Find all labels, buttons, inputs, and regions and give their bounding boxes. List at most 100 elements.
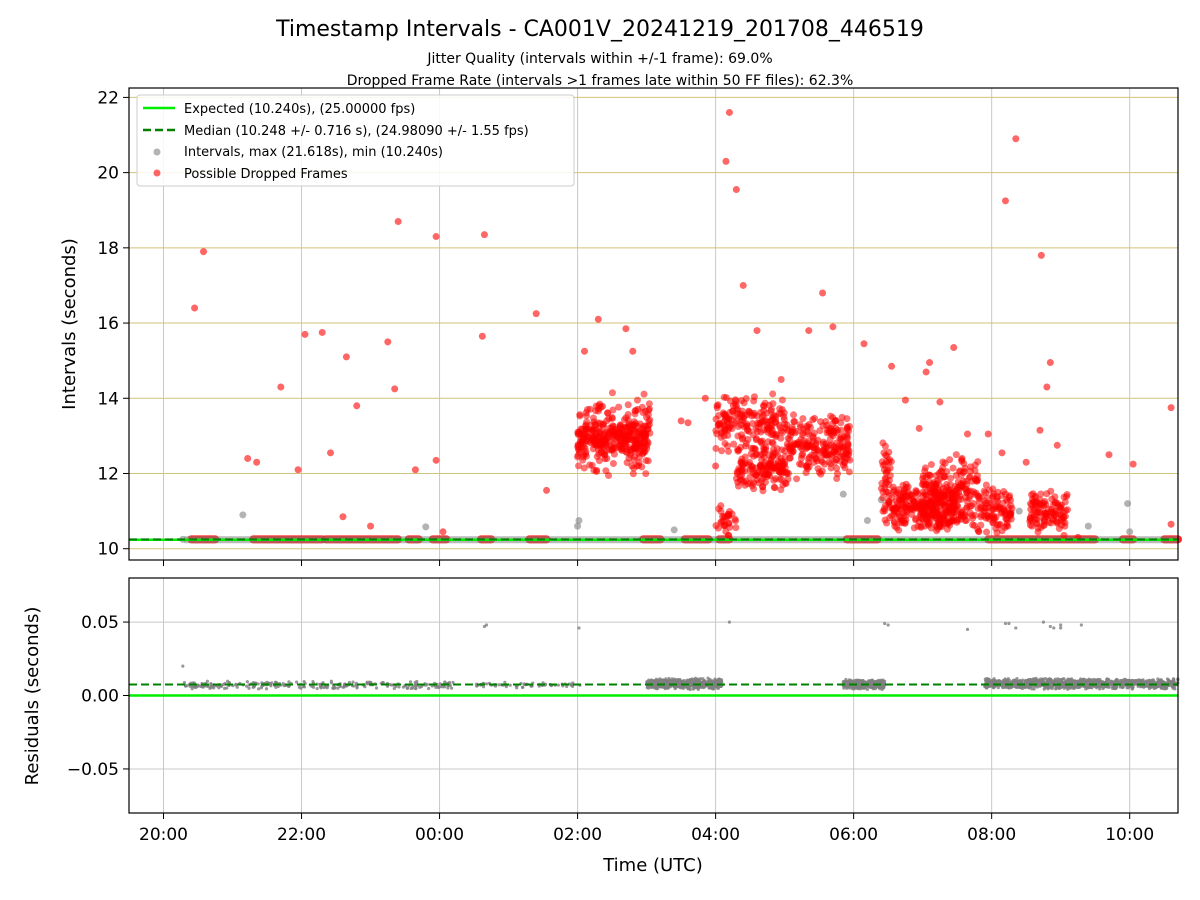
dropped-frame-point	[952, 471, 960, 479]
residual-point	[1080, 680, 1084, 684]
dropped-frame-point	[779, 481, 787, 489]
dropped-frame-point	[701, 394, 709, 402]
dropped-frame-point	[881, 461, 889, 469]
residual-point	[1155, 684, 1160, 689]
dropped-frame-point	[641, 439, 649, 447]
dropped-frame-point	[977, 521, 985, 529]
dropped-frame-point	[724, 531, 732, 539]
y-tick-label: 16	[97, 314, 119, 334]
dropped-frame-point	[608, 413, 616, 421]
y-tick-label: 0.05	[81, 613, 119, 633]
dropped-frame-point	[901, 485, 909, 493]
residual-point	[880, 684, 884, 688]
dropped-frame-point	[715, 412, 723, 420]
dropped-frame-point	[812, 454, 820, 462]
residuals-y-ticks: 0.05 0.00 −0.05	[67, 613, 129, 780]
residual-point	[880, 679, 884, 683]
dropped-frame-point	[575, 462, 583, 470]
dropped-frame-point	[826, 435, 834, 443]
dropped-frame-point	[811, 414, 819, 422]
dropped-frame-point	[758, 417, 766, 425]
dropped-frame-point	[724, 447, 732, 455]
dropped-frame-point	[277, 383, 285, 391]
residual-point	[1141, 684, 1146, 689]
dropped-frame-point	[919, 504, 927, 512]
residual-point	[281, 681, 285, 686]
x-tick-label: 04:00	[691, 825, 740, 845]
residual-point	[706, 679, 710, 684]
y-tick-label: 22	[97, 88, 119, 108]
dropped-frame-point	[984, 430, 992, 438]
residual-point	[225, 679, 230, 683]
dropped-frame-point	[1037, 251, 1045, 259]
interval-point	[574, 522, 582, 530]
dropped-frame-point	[599, 402, 607, 410]
dropped-frame-point	[928, 503, 936, 511]
dropped-frame-point	[860, 340, 868, 348]
dropped-frame-point	[910, 497, 918, 505]
residual-point	[873, 680, 877, 684]
dropped-frame-point	[921, 483, 929, 491]
y-tick-label: 18	[97, 239, 119, 259]
dropped-frame-point	[793, 441, 801, 449]
dropped-frame-point	[721, 413, 729, 421]
chart-subtitle-jitter: Jitter Quality (intervals within +/-1 fr…	[426, 51, 772, 67]
x-tick-label: 22:00	[277, 825, 326, 845]
dropped-frame-point	[951, 506, 959, 514]
residual-point	[521, 685, 525, 689]
interval-point	[575, 517, 583, 525]
dropped-frame-point	[595, 432, 603, 440]
dropped-frame-point	[962, 516, 970, 524]
dropped-frame-point	[1006, 492, 1014, 500]
dropped-frame-point	[1036, 426, 1044, 434]
dropped-frame-point	[966, 487, 974, 495]
residual-point	[1028, 677, 1033, 682]
legend-dropped-swatch	[153, 169, 161, 177]
dropped-frame-point	[733, 410, 741, 418]
residual-point	[1014, 626, 1018, 630]
dropped-frame-point	[1028, 491, 1036, 499]
dropped-frame-point	[941, 508, 949, 516]
dropped-frame-point	[1057, 503, 1065, 511]
dropped-frame-point	[797, 454, 805, 462]
dropped-frame-point	[742, 394, 750, 402]
dropped-frame-point	[926, 359, 934, 367]
residual-point	[1003, 684, 1007, 688]
residual-point	[451, 680, 455, 685]
legend-dropped-label: Possible Dropped Frames	[184, 167, 348, 182]
residual-point	[702, 681, 706, 685]
residual-point	[484, 682, 489, 686]
dropped-frame-point	[432, 456, 440, 464]
dropped-frame-point	[384, 338, 392, 346]
dropped-frame-point	[574, 443, 582, 451]
intervals-panel: 10 12 14 16 18 20 22 Intervals (seconds) Expec…	[59, 87, 1182, 566]
dropped-frame-point	[921, 467, 929, 475]
legend-box	[136, 94, 575, 187]
dropped-frame-point	[722, 157, 730, 165]
dropped-frame-point	[825, 428, 833, 436]
residual-point	[347, 680, 352, 685]
dropped-frame-point	[768, 426, 776, 434]
dropped-frame-point	[724, 442, 732, 450]
residual-point	[351, 680, 355, 684]
dropped-frame-point	[891, 505, 899, 513]
residual-point	[1172, 685, 1176, 689]
residual-point	[1139, 685, 1143, 689]
residual-point	[844, 677, 848, 682]
residual-point	[965, 627, 970, 632]
dropped-frame-point	[912, 489, 920, 497]
residual-point	[427, 686, 431, 691]
dropped-frame-point	[994, 497, 1002, 505]
dropped-frame-point	[883, 467, 891, 475]
dropped-frame-point	[829, 323, 837, 331]
dropped-frame-point	[608, 389, 616, 397]
dropped-frame-point	[764, 470, 772, 478]
dropped-frame-point	[574, 453, 582, 461]
dropped-frame-point	[622, 448, 630, 456]
dropped-frame-point	[734, 423, 742, 431]
residual-point	[717, 677, 721, 681]
dropped-frame-point	[750, 452, 758, 460]
dropped-frame-point	[885, 448, 893, 456]
dropped-frame-point	[778, 396, 786, 404]
